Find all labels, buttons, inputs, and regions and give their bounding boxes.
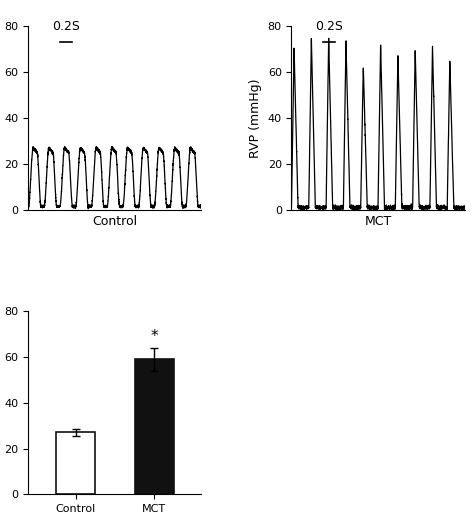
Y-axis label: RVP (mmHg): RVP (mmHg) — [249, 78, 262, 158]
X-axis label: Control: Control — [92, 216, 137, 228]
Bar — [135, 359, 174, 494]
X-axis label: MCT: MCT — [365, 216, 392, 228]
Text: 0.2S: 0.2S — [52, 20, 80, 33]
Bar — [56, 432, 95, 494]
Text: *: * — [150, 329, 158, 344]
Text: 0.2S: 0.2S — [315, 20, 343, 33]
